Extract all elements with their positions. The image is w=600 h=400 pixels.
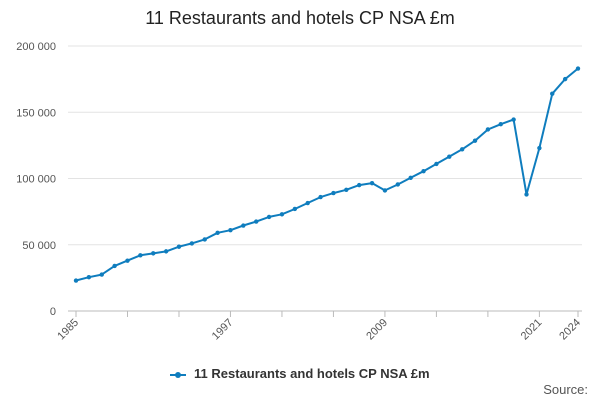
data-point[interactable] bbox=[356, 182, 362, 188]
data-point[interactable] bbox=[176, 244, 182, 249]
x-axis-ticks: 1985 1997 2009 2021 2024 bbox=[55, 311, 583, 342]
data-point[interactable] bbox=[447, 154, 452, 159]
y-tick-label: 150 000 bbox=[16, 107, 56, 119]
data-point[interactable] bbox=[575, 66, 581, 71]
data-point[interactable] bbox=[318, 194, 323, 200]
data-point[interactable] bbox=[138, 253, 143, 258]
data-point[interactable] bbox=[215, 230, 220, 236]
data-point[interactable] bbox=[189, 241, 195, 246]
data-point[interactable] bbox=[395, 182, 400, 187]
data-point[interactable] bbox=[434, 161, 439, 167]
source-label: Source: bbox=[543, 382, 588, 397]
data-point[interactable] bbox=[254, 219, 259, 224]
series-line bbox=[75, 67, 579, 282]
data-point[interactable] bbox=[99, 272, 104, 277]
x-tick-label: 2021 bbox=[519, 317, 545, 343]
x-tick-label: 1985 bbox=[55, 317, 81, 343]
data-point[interactable] bbox=[459, 147, 465, 152]
data-point[interactable] bbox=[292, 206, 298, 212]
data-point[interactable] bbox=[421, 169, 426, 174]
data-point[interactable] bbox=[344, 187, 349, 192]
legend[interactable]: 11 Restaurants and hotels CP NSA £m bbox=[0, 366, 600, 381]
data-point[interactable] bbox=[163, 249, 169, 254]
data-point[interactable] bbox=[86, 275, 92, 280]
data-point[interactable] bbox=[485, 127, 491, 132]
data-point[interactable] bbox=[305, 200, 310, 206]
data-point[interactable] bbox=[524, 192, 529, 197]
data-point[interactable] bbox=[228, 227, 233, 233]
data-point[interactable] bbox=[472, 138, 478, 143]
data-point[interactable] bbox=[266, 214, 272, 220]
data-point[interactable] bbox=[125, 258, 130, 263]
x-tick-label: 2009 bbox=[364, 317, 390, 343]
data-point[interactable] bbox=[73, 278, 79, 283]
data-point[interactable] bbox=[151, 251, 156, 256]
data-point[interactable] bbox=[382, 188, 388, 193]
x-tick-label: 1997 bbox=[210, 317, 236, 343]
series bbox=[73, 66, 581, 283]
legend-label: 11 Restaurants and hotels CP NSA £m bbox=[194, 366, 430, 381]
data-point[interactable] bbox=[498, 121, 503, 127]
data-point[interactable] bbox=[369, 180, 375, 186]
chart-title: 11 Restaurants and hotels CP NSA £m bbox=[145, 8, 455, 28]
y-tick-label: 0 bbox=[50, 306, 56, 318]
x-tick-label: 2024 bbox=[557, 317, 583, 343]
data-point[interactable] bbox=[331, 190, 336, 196]
legend-marker bbox=[170, 371, 187, 378]
data-point[interactable] bbox=[562, 76, 568, 82]
data-point[interactable] bbox=[202, 237, 207, 242]
grid-lines bbox=[68, 45, 582, 246]
y-axis-ticks: 0 50 000 100 000 150 000 200 000 bbox=[16, 41, 56, 318]
data-point[interactable] bbox=[511, 117, 516, 122]
data-point[interactable] bbox=[537, 145, 542, 151]
data-point[interactable] bbox=[279, 212, 285, 217]
y-tick-label: 100 000 bbox=[16, 174, 56, 186]
data-point[interactable] bbox=[550, 91, 555, 96]
data-point[interactable] bbox=[408, 175, 413, 181]
data-point[interactable] bbox=[112, 263, 117, 269]
y-tick-label: 200 000 bbox=[16, 41, 56, 53]
y-tick-label: 50 000 bbox=[22, 240, 56, 252]
data-point[interactable] bbox=[241, 223, 246, 228]
